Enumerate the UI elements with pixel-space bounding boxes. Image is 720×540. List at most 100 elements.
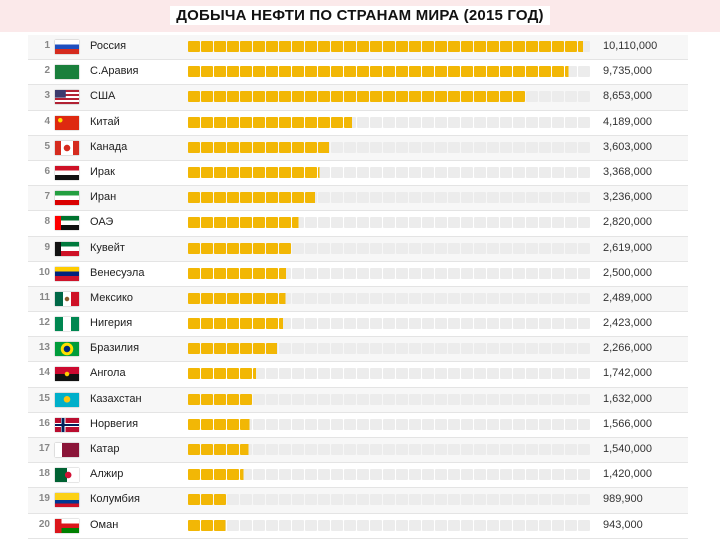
bar-segment-empty <box>370 494 382 506</box>
bar-segment-empty <box>344 494 356 506</box>
bar-segment-empty <box>409 166 421 178</box>
bar-segment-empty <box>539 343 551 355</box>
rank-label: 18 <box>38 468 50 480</box>
bar-segment-empty <box>318 242 330 254</box>
bar-segment-empty <box>526 519 538 531</box>
bar-segment-empty <box>565 368 577 380</box>
bar-segment-empty <box>526 469 538 481</box>
bar-segment-filled <box>227 217 239 229</box>
value-label: 2,619,000 <box>603 241 652 254</box>
bar-segment-filled <box>279 41 291 52</box>
bar-segment-empty <box>370 368 382 380</box>
bar-segment-empty <box>461 469 473 481</box>
bar-segment-filled <box>227 242 239 254</box>
bar-segment-empty <box>487 292 499 304</box>
bar-segment-filled <box>539 66 551 78</box>
bar-segment-empty <box>409 267 421 279</box>
bar-segment-filled <box>227 444 239 455</box>
bar-segment-filled <box>253 267 265 279</box>
bar-segment-empty <box>422 343 434 355</box>
bar-segment-filled <box>487 66 499 78</box>
bar-segment-empty <box>409 494 421 506</box>
bar-segment-empty <box>461 368 473 380</box>
bar-segment-empty <box>513 192 525 204</box>
bar-segment-empty <box>305 444 317 455</box>
bar-segment-empty <box>448 343 460 355</box>
bar-segment-empty <box>448 292 460 304</box>
bar-segment-empty <box>357 469 369 481</box>
bar-segment-empty <box>474 494 486 506</box>
bar-segment-empty <box>578 494 590 506</box>
bar-segment-filled <box>201 418 213 430</box>
bar-segment-empty <box>513 444 525 455</box>
bar-segment-empty <box>253 469 265 481</box>
chart-rows: 1 Россия 10,110,000 2 С.Аравия 9,735,000 3 США 8… <box>28 35 688 539</box>
bar-segment-empty <box>409 393 421 405</box>
bar-segment-empty <box>383 116 395 128</box>
bar-segment-filled <box>240 116 252 128</box>
bar-segment-partial <box>305 192 317 204</box>
bar-segment-empty <box>513 217 525 229</box>
bar-segment-empty <box>357 519 369 531</box>
bar-segment-partial <box>318 141 330 153</box>
bar-segment-filled <box>552 41 564 52</box>
bar-segment-empty <box>435 318 447 330</box>
value-label: 3,368,000 <box>603 165 652 178</box>
bar-segment-filled <box>188 116 200 128</box>
uae-flag-icon <box>55 216 79 231</box>
bar-segment-empty <box>253 393 265 405</box>
bar-segment-empty <box>318 192 330 204</box>
bar-segment-empty <box>279 343 291 355</box>
bar-segment-filled <box>292 166 304 178</box>
bar-segment-filled <box>188 267 200 279</box>
bar-segment-empty <box>331 418 343 430</box>
bar-segment-filled <box>409 66 421 78</box>
bar-segment-filled <box>240 343 252 355</box>
bar-segment-filled <box>253 318 265 330</box>
bar-segment-empty <box>279 393 291 405</box>
bar-segment-empty <box>461 418 473 430</box>
bar-segment-partial <box>240 444 252 455</box>
bar-segment-empty <box>396 166 408 178</box>
bar-segment-partial <box>578 41 590 52</box>
bar-segment-empty <box>474 368 486 380</box>
bar-segment-filled <box>305 66 317 78</box>
bar-segment-filled <box>253 141 265 153</box>
bar-segment-filled <box>370 41 382 52</box>
bar-segment-empty <box>279 469 291 481</box>
bar-segment-filled <box>526 41 538 52</box>
bar-segment-empty <box>565 141 577 153</box>
bar-segment-empty <box>435 192 447 204</box>
bar-segment-empty <box>396 292 408 304</box>
bar-segment-empty <box>344 267 356 279</box>
bar-segment-empty <box>448 141 460 153</box>
bar-segment-empty <box>461 444 473 455</box>
bar-segment-empty <box>474 418 486 430</box>
bar-segment-empty <box>409 141 421 153</box>
bar-segment-filled <box>266 318 278 330</box>
bar-segment-empty <box>552 192 564 204</box>
bar-segment-empty <box>513 116 525 128</box>
bar-track <box>188 469 598 481</box>
rank-label: 11 <box>39 291 50 303</box>
country-name: Бразилия <box>90 342 140 355</box>
bar-segment-empty <box>435 141 447 153</box>
bar-segment-empty <box>565 292 577 304</box>
bar-segment-filled <box>188 41 200 52</box>
value-label: 2,820,000 <box>603 216 652 229</box>
bar-segment-empty <box>370 141 382 153</box>
bar-segment-empty <box>461 519 473 531</box>
bar-segment-filled <box>201 242 213 254</box>
country-name: Мексико <box>90 291 134 304</box>
bar-segment-filled <box>487 91 499 103</box>
rank-label: 1 <box>44 40 50 51</box>
bar-segment-empty <box>539 393 551 405</box>
bar-segment-filled <box>201 217 213 229</box>
bar-segment-filled <box>253 116 265 128</box>
value-label: 989,900 <box>603 493 643 506</box>
bar-segment-empty <box>370 242 382 254</box>
rank-label: 9 <box>44 241 50 253</box>
bar-segment-filled <box>227 192 239 204</box>
bar-segment-empty <box>331 242 343 254</box>
bar-segment-filled <box>383 91 395 103</box>
